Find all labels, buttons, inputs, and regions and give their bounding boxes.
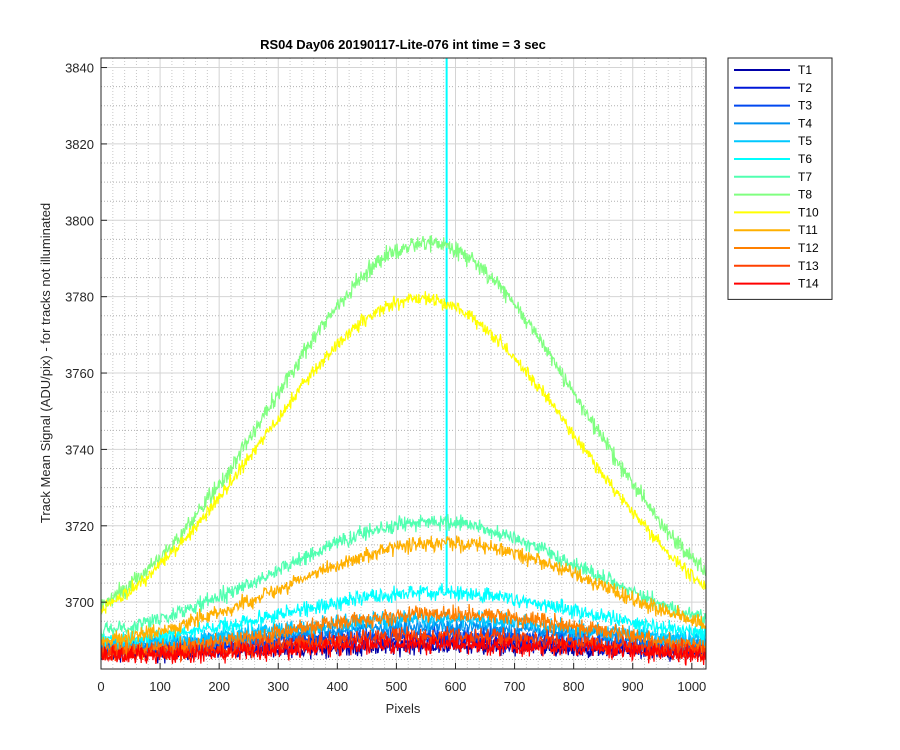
y-tick-label: 3720 [65,519,94,534]
chart-title: RS04 Day06 20190117-Lite-076 int time = … [260,37,546,52]
y-tick-label: 3740 [65,442,94,457]
y-axis-label: Track Mean Signal (ADU/pix) - for tracks… [38,203,53,523]
plot-area [101,58,706,669]
x-tick-label: 200 [208,679,230,694]
axis-ticks: 0 100 200 300 400 500 600 700 800 900 1000 3700 3720… [65,61,706,694]
legend-label-t10: T10 [798,205,819,219]
legend-label-t7: T7 [798,170,812,184]
y-tick-label: 3800 [65,213,94,228]
series-line-t10 [101,291,706,614]
legend-label-t11: T11 [798,223,818,237]
legend-label-t1: T1 [798,63,812,77]
x-tick-label: 800 [563,679,585,694]
legend-label-t4: T4 [798,116,812,130]
axes-box [100,57,707,670]
x-tick-label: 1000 [677,679,706,694]
x-tick-label: 400 [326,679,348,694]
x-tick-label: 500 [386,679,408,694]
x-tick-label: 100 [149,679,171,694]
legend-label-t13: T13 [798,259,819,273]
legend: T1 T2 T3 T4 T5 T6 T7 T8 T10 T11 T12 T13 T14 [727,57,833,300]
series-line-t6 [101,583,706,649]
x-tick-label: 900 [622,679,644,694]
x-tick-label: 700 [504,679,526,694]
legend-box [727,57,833,300]
y-tick-label: 3820 [65,137,94,152]
x-tick-label: 300 [267,679,289,694]
legend-label-t3: T3 [798,99,812,113]
legend-label-t6: T6 [798,152,812,166]
x-tick-label: 600 [445,679,467,694]
legend-label-t14: T14 [798,277,819,291]
legend-label-t8: T8 [798,188,812,202]
y-tick-label: 3840 [65,61,94,76]
y-tick-label: 3760 [65,366,94,381]
legend-label-t5: T5 [798,134,812,148]
y-tick-label: 3780 [65,290,94,305]
series-line-t11 [101,535,706,648]
series-line-t14 [101,632,706,666]
x-axis-label: Pixels [386,701,421,716]
x-tick-label: 0 [97,679,104,694]
legend-label-t12: T12 [798,241,819,255]
legend-label-t2: T2 [798,81,812,95]
y-tick-label: 3700 [65,595,94,610]
series-line-t8 [101,235,706,615]
series-lines [101,58,706,666]
